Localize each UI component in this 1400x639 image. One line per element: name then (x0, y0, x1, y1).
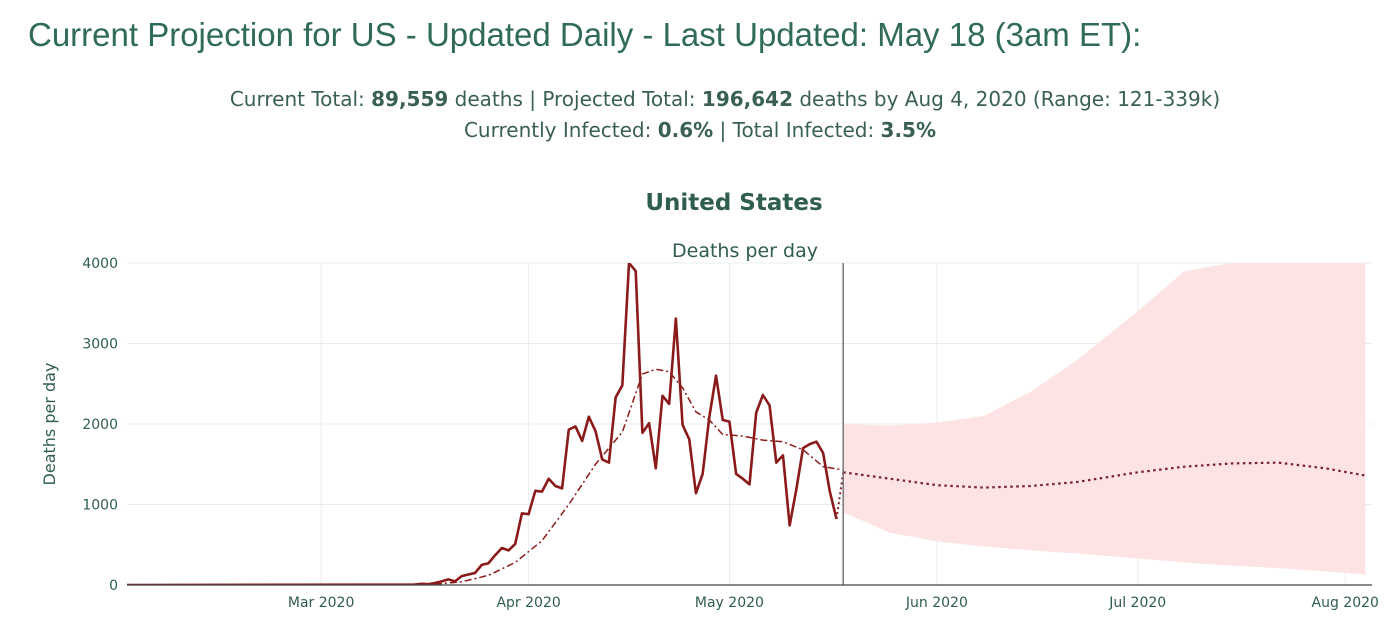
projection-line (843, 461, 1366, 489)
currently-infected-label: Currently Infected: (463, 118, 658, 142)
current-total-value: 89,559 (371, 87, 449, 111)
summary-line-totals: Current Total: 89,559 deaths | Projected… (25, 87, 1400, 111)
chart-title: United States (645, 190, 822, 216)
x-tick-label: May 2020 (695, 595, 764, 611)
summary-line-infected: Currently Infected: 0.6% | Total Infecte… (0, 118, 1400, 142)
current-total-suffix: deaths | Projected Total: (448, 87, 702, 111)
projected-total-value: 196,642 (701, 87, 793, 111)
x-tick-label: Jun 2020 (905, 595, 968, 611)
y-tick-label: 1000 (82, 498, 118, 514)
x-tick-label: Jul 2020 (1108, 595, 1166, 611)
x-tick-label: Apr 2020 (496, 595, 560, 611)
x-tick-label: Mar 2020 (288, 595, 355, 611)
actual-deaths-line (127, 263, 838, 585)
band-layer (843, 263, 1366, 575)
currently-infected-value: 0.6% (657, 118, 714, 142)
y-tick-label: 2000 (82, 417, 118, 433)
chart-subtitle: Deaths per day (672, 240, 818, 262)
projection-connector (835, 472, 845, 520)
page-headline: Current Projection for US - Updated Dail… (28, 16, 1142, 53)
projected-total-suffix: deaths by Aug 4, 2020 (Range: 121-339k) (793, 87, 1221, 111)
axis-layer: 0 1000 2000 3000 4000 Mar 2020 Apr 2020 May 202… (82, 256, 1379, 611)
y-tick-label: 4000 (82, 256, 118, 272)
total-infected-value: 3.5% (880, 118, 937, 142)
total-infected-label: | Total Infected: (713, 118, 881, 142)
y-tick-label: 3000 (82, 337, 118, 353)
current-total-label: Current Total: (229, 87, 372, 111)
series-layer (127, 263, 1366, 585)
y-axis-title: Deaths per day (40, 363, 59, 486)
moving-average-line (434, 368, 844, 585)
projection-range-band (843, 263, 1366, 575)
y-tick-label: 0 (109, 578, 118, 594)
x-tick-label: Aug 2020 (1312, 595, 1379, 611)
